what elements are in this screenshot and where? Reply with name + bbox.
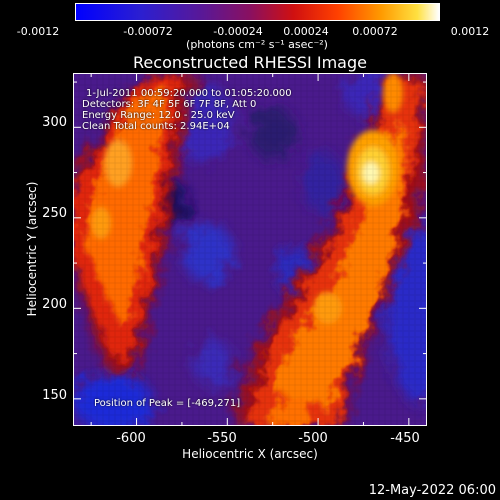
colorbar-tick: -0.0012: [16, 25, 60, 38]
chart-title: Reconstructed RHESSI Image: [133, 53, 367, 72]
colorbar-tick: -0.00024: [213, 25, 263, 38]
annotation-energy-range: Energy Range: 12.0 - 25.0 keV: [82, 110, 235, 121]
xtick-label: -450: [390, 431, 420, 446]
annotation-peak-position: Position of Peak = [-469,271]: [94, 398, 241, 409]
colorbar-tick: -0.00072: [123, 25, 173, 38]
xtick-label: -550: [207, 431, 237, 446]
colorbar-tick: 0.00072: [352, 25, 398, 38]
annotation-time-range: 1-Jul-2011 00:59:20.000 to 01:05:20.000: [86, 88, 292, 99]
heatmap-image: [73, 73, 427, 426]
xtick-label: -600: [116, 431, 146, 446]
colorbar: [75, 3, 440, 21]
xtick-label: -500: [298, 431, 328, 446]
y-axis-label: Heliocentric Y (arcsec): [25, 181, 39, 317]
colorbar-tick: 0.0012: [450, 25, 490, 38]
x-axis-label: Heliocentric X (arcsec): [182, 447, 318, 461]
annotation-clean-counts: Clean Total counts: 2.94E+04: [82, 121, 230, 132]
colorbar-tick: 0.00024: [283, 25, 329, 38]
ytick-label: 300: [42, 115, 67, 130]
ytick-label: 200: [42, 297, 67, 312]
ytick-label: 250: [42, 206, 67, 221]
annotation-detectors: Detectors: 3F 4F 5F 6F 7F 8F, Att 0: [82, 99, 257, 110]
colorbar-unit-label: (photons cm⁻² s⁻¹ asec⁻²): [186, 38, 328, 51]
ytick-label: 150: [42, 388, 67, 403]
date-stamp: 12-May-2022 06:00: [368, 483, 496, 498]
